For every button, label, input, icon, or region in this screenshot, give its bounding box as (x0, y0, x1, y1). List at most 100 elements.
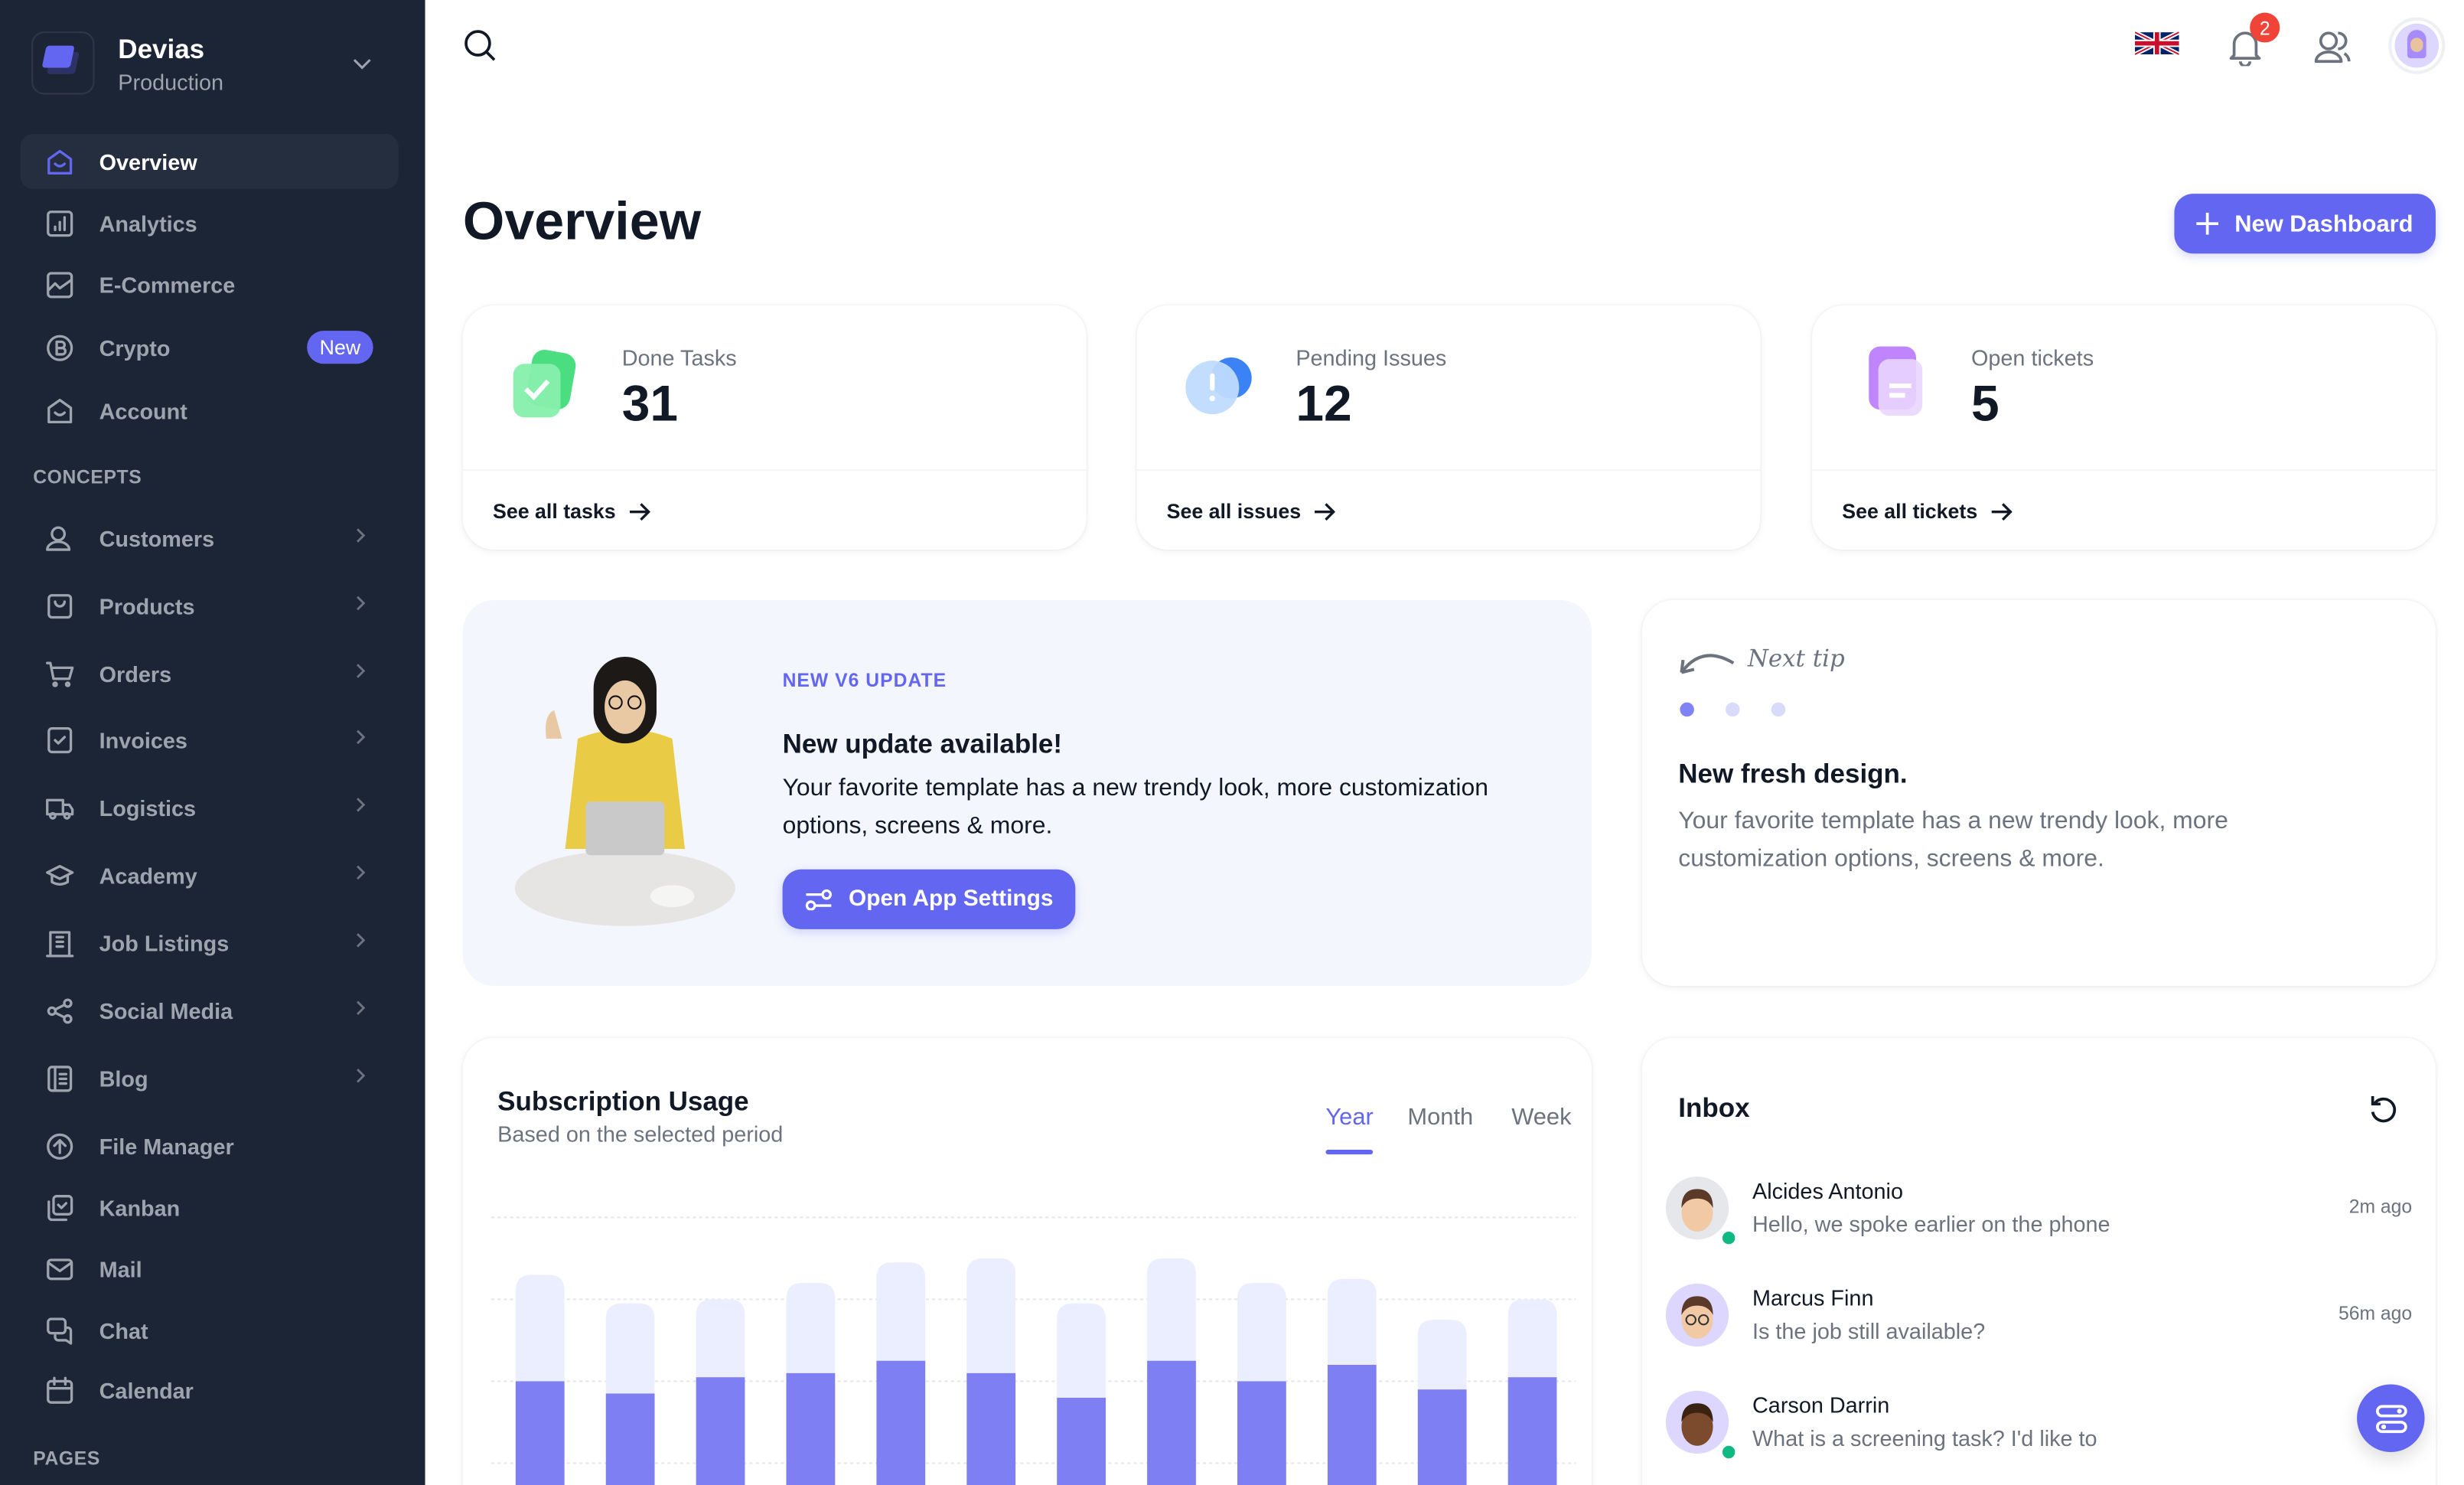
layout-alt-icon (46, 1064, 74, 1092)
bar-segment-2[interactable] (1507, 1299, 1557, 1378)
sidebar-item-job-listings[interactable]: Job Listings (21, 915, 399, 970)
stat-link[interactable]: See all issues (1167, 499, 1336, 523)
sidebar-item-file-manager[interactable]: File Manager (21, 1118, 399, 1173)
sidebar-item-mail[interactable]: Mail (21, 1241, 399, 1296)
sidebar-item-label: Products (99, 592, 195, 618)
inbox-message[interactable]: Carson Darrin What is a screening task? I… (1665, 1390, 2412, 1485)
sidebar-item-academy[interactable]: Academy (21, 847, 399, 902)
bar-segment-1[interactable] (1237, 1381, 1286, 1485)
sidebar-item-social-media[interactable]: Social Media (21, 983, 399, 1038)
bar-segment-1[interactable] (515, 1381, 565, 1485)
bell-icon[interactable] (2228, 28, 2262, 67)
workspace-name[interactable]: Devias (118, 34, 205, 65)
home-smile-icon (46, 396, 74, 424)
bar-chart-icon (46, 209, 74, 237)
new-dashboard-label: New Dashboard (2234, 210, 2413, 237)
bar-segment-1[interactable] (966, 1372, 1016, 1485)
sidebar-item-calendar[interactable]: Calendar (21, 1363, 399, 1418)
open-tickets-icon (1869, 346, 1923, 416)
inbox-message[interactable]: Marcus Finn Is the job still available? 56… (1665, 1283, 2412, 1378)
bar-segment-1[interactable] (1057, 1397, 1106, 1485)
tab-year[interactable]: Year (1325, 1104, 1374, 1131)
stat-label: Open tickets (1970, 344, 2094, 370)
next-tip-link[interactable]: Next tip (1747, 644, 1845, 673)
tip-body: Your favorite template has a new trendy … (1678, 808, 2228, 873)
sidebar-item-kanban[interactable]: Kanban (21, 1180, 399, 1235)
bar-segment-2[interactable] (786, 1283, 836, 1373)
sidebar-item-logistics[interactable]: Logistics (21, 779, 399, 834)
contacts-icon[interactable] (2314, 30, 2352, 64)
tip-dot[interactable] (1680, 702, 1694, 717)
chart-svg (491, 1216, 1576, 1485)
bar-segment-2[interactable] (1147, 1258, 1196, 1361)
chevron-right-icon (357, 596, 366, 611)
stat-link[interactable]: See all tickets (1842, 499, 2013, 523)
workspace-environment[interactable]: Production (118, 69, 224, 95)
message-time: 2m ago (2348, 1195, 2413, 1218)
bar-segment-2[interactable] (605, 1303, 655, 1394)
bar-segment-1[interactable] (876, 1360, 926, 1485)
stat-value: 12 (1296, 374, 1352, 432)
chat-icon (46, 1316, 74, 1344)
bar-segment-2[interactable] (1417, 1320, 1467, 1390)
bar-segment-1[interactable] (786, 1372, 836, 1485)
chevron-down-icon[interactable] (353, 58, 372, 70)
inbox-message[interactable]: Alcides Antonio Hello, we spoke earlier o… (1665, 1176, 2413, 1271)
sidebar-item-orders[interactable]: Orders (21, 646, 399, 701)
arrow-right-icon (1315, 502, 1336, 521)
tab-week[interactable]: Week (1511, 1104, 1572, 1131)
bar-segment-1[interactable] (696, 1377, 745, 1485)
bar-segment-1[interactable] (1417, 1389, 1467, 1485)
bar-segment-2[interactable] (876, 1262, 926, 1361)
update-eyebrow: NEW V6 UPDATE (782, 669, 947, 692)
sidebar-item-invoices[interactable]: Invoices (21, 712, 399, 767)
sidebar-item-analytics[interactable]: Analytics (21, 195, 399, 250)
online-status-dot (1720, 1444, 1737, 1461)
sidebar-item-label: Calendar (99, 1377, 194, 1403)
tip-pagination (1680, 702, 1786, 717)
tip-dot[interactable] (1726, 702, 1740, 717)
search-icon[interactable] (463, 28, 497, 63)
message-preview: What is a screening task? I'd like to (1752, 1425, 2097, 1451)
tip-dot[interactable] (1771, 702, 1786, 717)
sidebar-item-blog[interactable]: Blog (21, 1050, 399, 1105)
tab-month[interactable]: Month (1407, 1104, 1474, 1131)
refresh-icon[interactable] (2368, 1093, 2399, 1124)
sidebar-item-customers[interactable]: Customers (21, 511, 399, 566)
user-avatar[interactable] (2388, 17, 2446, 74)
settings-fab-button[interactable] (2357, 1384, 2425, 1453)
stat-link[interactable]: See all tasks (493, 499, 650, 523)
bar-segment-2[interactable] (696, 1299, 745, 1378)
chevron-right-icon (357, 729, 366, 745)
shopping-bag-icon (46, 592, 74, 620)
online-status-dot (1720, 1229, 1737, 1246)
bar-segment-2[interactable] (515, 1274, 565, 1382)
truck-icon (46, 793, 74, 821)
bar-segment-1[interactable] (1327, 1365, 1377, 1485)
sidebar-item-account[interactable]: Account (21, 383, 399, 438)
bar-segment-2[interactable] (966, 1258, 1016, 1373)
sidebar-item-e-commerce[interactable]: E-Commerce (21, 256, 399, 312)
building-icon (46, 929, 74, 957)
subscription-bar-chart (463, 1038, 1592, 1485)
new-dashboard-button[interactable]: New Dashboard (2174, 194, 2436, 254)
bar-segment-2[interactable] (1237, 1283, 1286, 1382)
bar-segment-2[interactable] (1057, 1303, 1106, 1398)
sidebar-item-products[interactable]: Products (21, 578, 399, 633)
bar-segment-1[interactable] (1507, 1377, 1557, 1485)
sidebar-item-overview[interactable]: Overview (20, 133, 399, 189)
bar-segment-1[interactable] (1147, 1360, 1196, 1485)
chevron-right-icon (357, 933, 366, 948)
open-app-settings-button[interactable]: Open App Settings (782, 869, 1076, 929)
share-icon (46, 996, 74, 1024)
users-icon (46, 524, 74, 552)
chevron-right-icon (357, 528, 366, 543)
curved-arrow-back-icon[interactable] (1677, 645, 1739, 679)
stat-label: Pending Issues (1296, 344, 1447, 370)
sidebar-item-crypto[interactable]: Crypto New (21, 320, 399, 375)
sidebar-item-chat[interactable]: Chat (21, 1303, 399, 1358)
uk-flag-icon[interactable] (2134, 31, 2179, 56)
bar-segment-1[interactable] (605, 1393, 655, 1485)
bar-segment-2[interactable] (1327, 1278, 1377, 1366)
stat-value: 5 (1970, 374, 2000, 432)
